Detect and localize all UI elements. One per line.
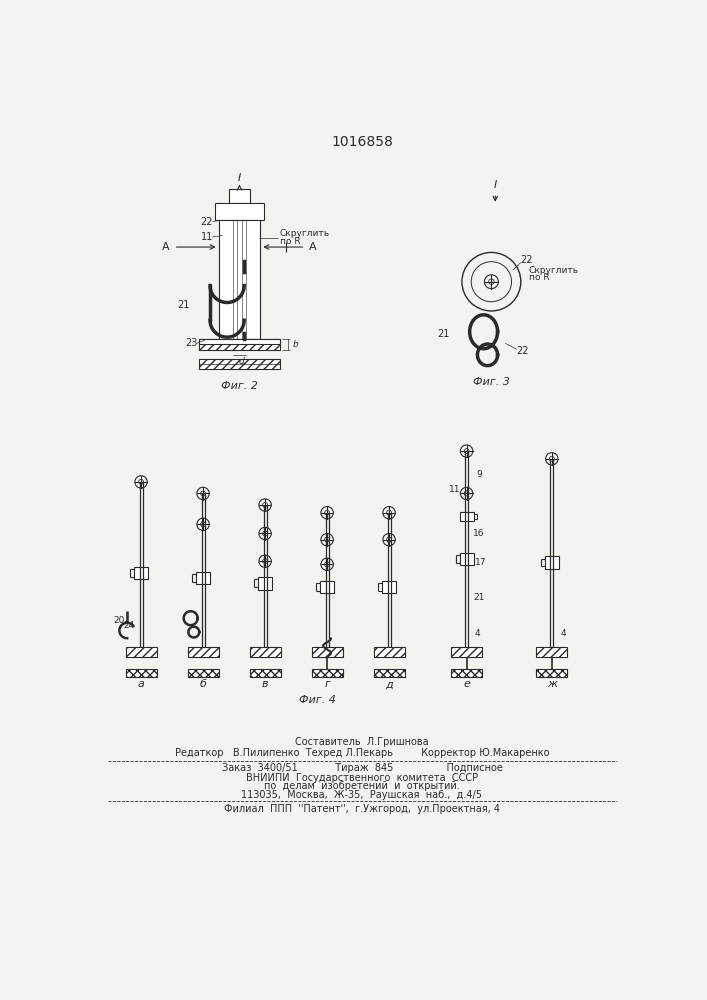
Text: г: г bbox=[324, 679, 330, 689]
Text: 16: 16 bbox=[473, 529, 485, 538]
Text: A: A bbox=[162, 242, 170, 252]
Text: Редаткор   В.Пилипенко  Техред Л.Пекарь         Корректор Ю.Макаренко: Редаткор В.Пилипенко Техред Л.Пекарь Кор… bbox=[175, 748, 549, 758]
Text: 22: 22 bbox=[520, 255, 532, 265]
Bar bbox=[219, 220, 259, 339]
Text: Составитель  Л.Гришнова: Составитель Л.Гришнова bbox=[295, 737, 428, 747]
Bar bbox=[199, 359, 280, 369]
Text: Скруглить: Скруглить bbox=[280, 229, 330, 238]
Text: I: I bbox=[493, 180, 497, 190]
Text: д: д bbox=[385, 679, 393, 689]
Bar bbox=[545, 556, 559, 569]
Text: в: в bbox=[262, 679, 269, 689]
Bar bbox=[199, 339, 280, 350]
Text: 4: 4 bbox=[474, 629, 480, 638]
Bar bbox=[250, 647, 281, 657]
Bar bbox=[373, 669, 404, 677]
Bar bbox=[382, 581, 396, 593]
Text: ж: ж bbox=[547, 679, 557, 689]
Text: 4: 4 bbox=[561, 629, 566, 638]
Text: 20: 20 bbox=[114, 616, 125, 625]
Bar bbox=[250, 669, 281, 677]
Bar bbox=[451, 647, 482, 657]
Text: по R: по R bbox=[529, 273, 549, 282]
Text: Скруглить: Скруглить bbox=[529, 266, 579, 275]
Bar bbox=[199, 339, 280, 344]
Bar bbox=[134, 567, 148, 579]
Text: Филиал  ППП  ''Патент'',  г.Ужгород,  ул.Проектная, 4: Филиал ППП ''Патент'', г.Ужгород, ул.Про… bbox=[224, 804, 500, 814]
Bar bbox=[187, 669, 218, 677]
Bar bbox=[537, 647, 567, 657]
Text: 21: 21 bbox=[473, 593, 485, 602]
Text: I: I bbox=[238, 173, 241, 183]
Bar bbox=[320, 581, 334, 593]
Text: 24: 24 bbox=[124, 621, 135, 630]
Bar bbox=[196, 572, 210, 584]
Bar bbox=[537, 669, 567, 677]
Text: d: d bbox=[239, 357, 245, 366]
Bar bbox=[126, 669, 156, 677]
Text: Фиг. 4: Фиг. 4 bbox=[298, 695, 335, 705]
Text: b: b bbox=[293, 340, 298, 349]
Text: 11: 11 bbox=[449, 485, 461, 494]
Bar bbox=[312, 647, 343, 657]
Bar bbox=[228, 189, 250, 203]
Text: 11: 11 bbox=[201, 232, 213, 242]
Text: 21: 21 bbox=[437, 329, 450, 339]
Text: по R: по R bbox=[280, 237, 300, 246]
Bar bbox=[460, 553, 474, 565]
Text: A: A bbox=[310, 242, 317, 252]
Text: 1016858: 1016858 bbox=[331, 135, 393, 149]
Text: 9: 9 bbox=[476, 470, 482, 479]
Bar bbox=[312, 669, 343, 677]
Bar bbox=[215, 203, 264, 220]
Text: 17: 17 bbox=[475, 558, 486, 567]
Bar bbox=[451, 669, 482, 677]
Text: а: а bbox=[138, 679, 144, 689]
Bar bbox=[187, 647, 218, 657]
Text: е: е bbox=[463, 679, 470, 689]
Text: 113035,  Москва,  Ж-35,  Раушская  наб.,  д.4/5: 113035, Москва, Ж-35, Раушская наб., д.4… bbox=[242, 790, 482, 800]
Text: по  делам  изобретений  и  открытий.: по делам изобретений и открытий. bbox=[264, 781, 460, 791]
Bar bbox=[258, 577, 272, 590]
Text: 22: 22 bbox=[516, 346, 529, 356]
Text: б: б bbox=[199, 679, 206, 689]
Bar bbox=[126, 647, 156, 657]
Bar bbox=[373, 647, 404, 657]
Text: Фиг. 3: Фиг. 3 bbox=[473, 377, 510, 387]
Text: 21: 21 bbox=[177, 300, 190, 310]
Bar bbox=[460, 512, 474, 521]
Text: 23: 23 bbox=[185, 338, 198, 348]
Text: ВНИИПИ  Государственного  комитета  СССР: ВНИИПИ Государственного комитета СССР bbox=[246, 773, 478, 783]
Text: 22: 22 bbox=[201, 217, 214, 227]
Text: Фиг. 2: Фиг. 2 bbox=[221, 381, 258, 391]
Text: Заказ  3400/51            Тираж  845                 Подписное: Заказ 3400/51 Тираж 845 Подписное bbox=[221, 763, 503, 773]
